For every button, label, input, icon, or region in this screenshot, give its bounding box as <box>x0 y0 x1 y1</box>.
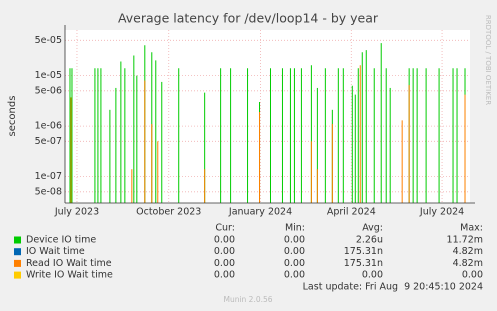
x-tick-label: January 2024 <box>228 207 292 218</box>
legend-header: Cur: <box>215 223 235 234</box>
legend-swatch <box>14 236 21 244</box>
x-tick-label: April 2024 <box>327 207 376 218</box>
legend-stat: 2.26u <box>356 235 383 246</box>
legend-stat: 0.00 <box>284 270 305 281</box>
legend-stat: 4.82m <box>453 246 483 257</box>
legend-label: Read IO Wait time <box>26 258 112 269</box>
legend-stat: 0.00 <box>362 270 383 281</box>
legend-stat: 0.00 <box>284 258 305 269</box>
legend-label: Write IO Wait time <box>26 270 113 281</box>
x-tick-label: July 2024 <box>419 207 464 218</box>
legend-stat: 0.00 <box>214 235 235 246</box>
x-tick-label: October 2023 <box>136 207 201 218</box>
legend-swatch <box>14 248 21 256</box>
legend-label: Device IO time <box>26 235 96 246</box>
legend-stat: 0.00 <box>214 258 235 269</box>
y-tick-label: 5e-08 <box>35 186 62 197</box>
legend-stat: 11.72m <box>447 235 483 246</box>
y-tick-label: 5e-07 <box>35 136 62 147</box>
y-tick-label: 1e-05 <box>35 70 62 81</box>
legend-header: Min: <box>285 223 305 234</box>
legend-swatch <box>14 271 21 279</box>
legend-label: IO Wait time <box>26 246 85 257</box>
legend-stat: 175.31n <box>344 246 383 257</box>
legend-swatch <box>14 259 21 267</box>
legend-stat: 0.00 <box>214 270 235 281</box>
y-axis-label: seconds <box>7 96 18 137</box>
legend-stat: 0.00 <box>284 235 305 246</box>
legend-header: Max: <box>460 223 483 234</box>
legend-stat: 0.00 <box>462 270 483 281</box>
y-tick-label: 1e-06 <box>35 121 62 132</box>
side-text: RRDTOOL / TOBI OETIKER <box>484 15 492 105</box>
legend-header: Avg: <box>362 223 383 234</box>
y-tick-label: 5e-06 <box>35 85 62 96</box>
legend-stat: 4.82m <box>453 258 483 269</box>
y-tick-label: 1e-07 <box>35 171 62 182</box>
legend-stat: 0.00 <box>214 246 235 257</box>
legend-stat: 175.31n <box>344 258 383 269</box>
footer: Munin 2.0.56 <box>223 295 272 304</box>
chart-title: Average latency for /dev/loop14 - by yea… <box>118 11 379 26</box>
last-update: Last update: Fri Aug 9 20:45:10 2024 <box>303 282 483 293</box>
y-tick-label: 5e-05 <box>35 35 62 46</box>
x-tick-label: July 2023 <box>54 207 99 218</box>
legend-stat: 0.00 <box>284 246 305 257</box>
